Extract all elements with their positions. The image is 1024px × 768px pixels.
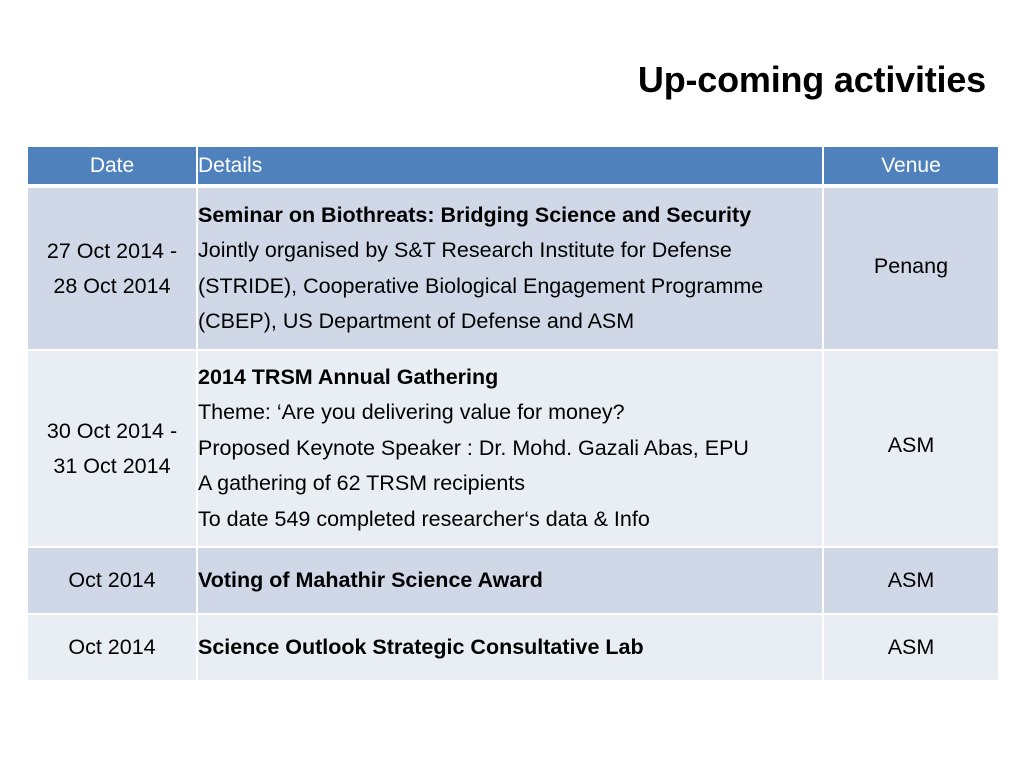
details-cell: Seminar on Biothreats: Bridging Science … — [196, 185, 824, 351]
column-header-details: Details — [196, 145, 824, 188]
date-cell: Oct 2014 — [26, 546, 198, 615]
venue-cell: ASM — [822, 546, 1000, 615]
date-line: 28 Oct 2014 — [53, 273, 171, 298]
activity-heading: Science Outlook Strategic Consultative L… — [198, 634, 644, 659]
table-row: 30 Oct 2014 - 31 Oct 2014 2014 TRSM Annu… — [26, 349, 1000, 548]
table-header-row: Date Details Venue — [26, 145, 1000, 188]
details-cell: Science Outlook Strategic Consultative L… — [196, 613, 824, 682]
details-line: Jointly organised by S&T Research Instit… — [198, 238, 732, 262]
details-line: (CBEP), US Department of Defense and ASM — [198, 309, 635, 333]
activities-table: Date Details Venue 27 Oct 2014 - 28 Oct … — [26, 145, 1000, 682]
date-line: Oct 2014 — [68, 568, 156, 592]
details-line: (STRIDE), Cooperative Biological Engagem… — [198, 273, 764, 298]
details-cell: 2014 TRSM Annual Gathering Theme: ‘Are y… — [196, 349, 824, 548]
date-cell: 30 Oct 2014 - 31 Oct 2014 — [26, 349, 198, 548]
activity-heading: Seminar on Biothreats: Bridging Science … — [198, 202, 752, 227]
table-row: Oct 2014 Voting of Mahathir Science Awar… — [26, 546, 1000, 615]
table-row: Oct 2014 Science Outlook Strategic Consu… — [26, 613, 1000, 682]
column-header-date: Date — [26, 145, 198, 188]
date-line: Oct 2014 — [68, 635, 156, 659]
date-line: 27 Oct 2014 - — [46, 238, 178, 263]
column-header-venue: Venue — [822, 145, 1000, 188]
page-title: Up-coming activities — [637, 59, 986, 100]
venue-cell: ASM — [822, 613, 1000, 682]
activity-heading: 2014 TRSM Annual Gathering — [198, 364, 499, 389]
date-line: 31 Oct 2014 — [53, 453, 171, 478]
date-cell: Oct 2014 — [26, 613, 198, 682]
date-line: 30 Oct 2014 - — [46, 418, 178, 443]
table-row: 27 Oct 2014 - 28 Oct 2014 Seminar on Bio… — [26, 185, 1000, 351]
details-line: Theme: ‘Are you delivering value for mon… — [198, 400, 625, 425]
venue-cell: ASM — [822, 349, 1000, 548]
activity-heading: Voting of Mahathir Science Award — [198, 567, 543, 592]
venue-cell: Penang — [822, 185, 1000, 351]
details-line: Proposed Keynote Speaker : Dr. Mohd. Gaz… — [198, 435, 749, 460]
details-line: A gathering of 62 TRSM recipients — [198, 471, 526, 496]
details-cell: Voting of Mahathir Science Award — [196, 546, 824, 615]
details-line: To date 549 completed researcher‘s data … — [198, 506, 650, 531]
date-cell: 27 Oct 2014 - 28 Oct 2014 — [26, 185, 198, 351]
